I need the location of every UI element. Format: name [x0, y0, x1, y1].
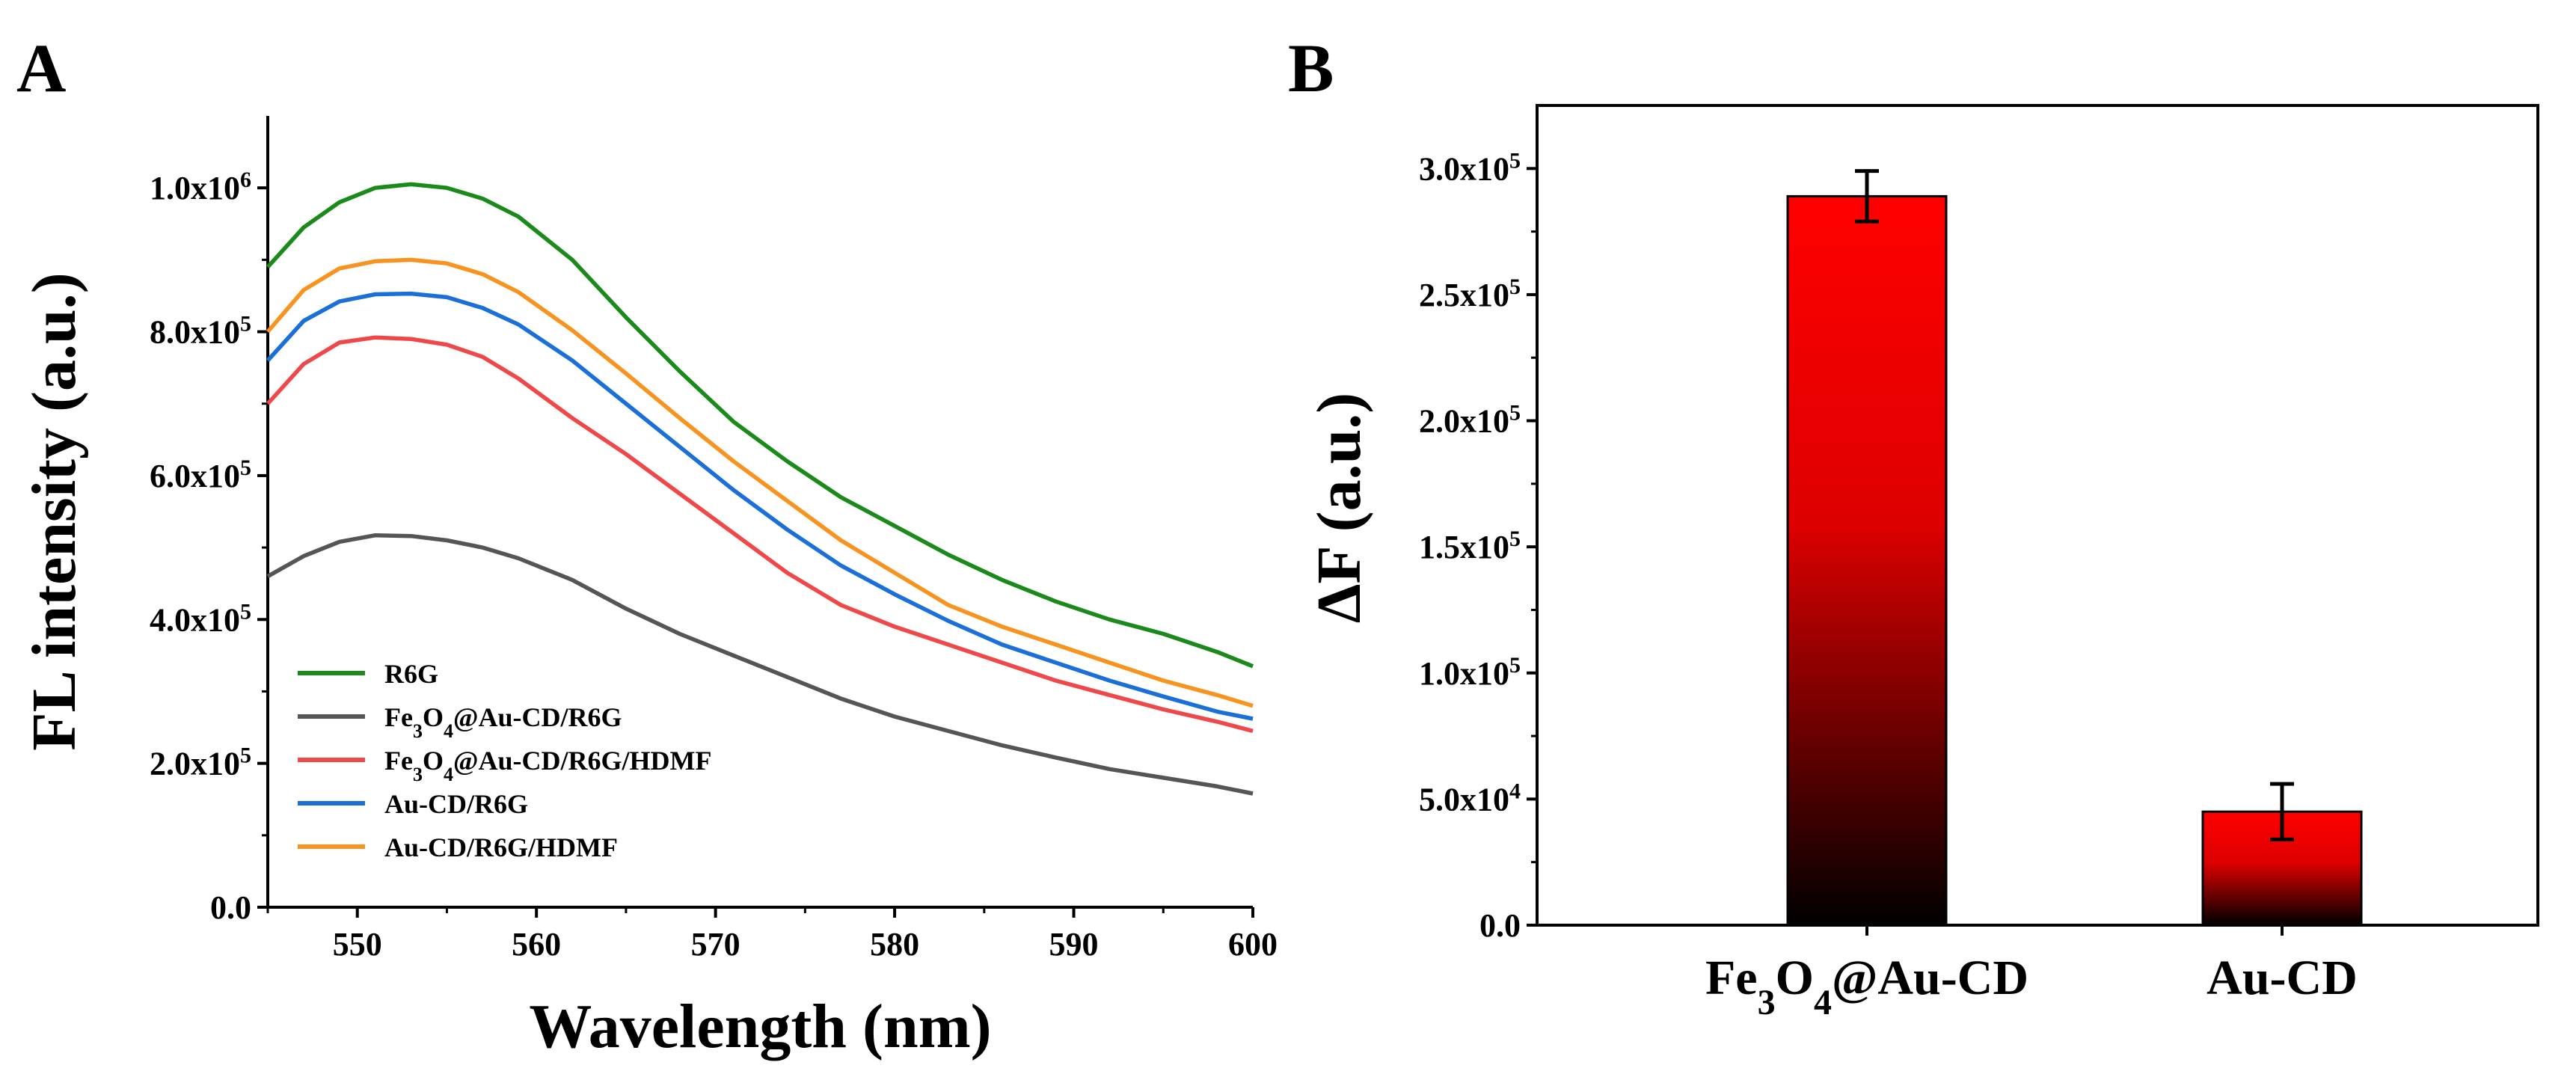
- text-part: Fe: [1705, 951, 1758, 1005]
- y-tick-exponent: 5: [240, 311, 251, 336]
- text-part: 3: [413, 764, 423, 785]
- x-tick-label: 560: [512, 926, 561, 963]
- y-tick-label: 2.0x105: [150, 743, 251, 782]
- y-tick-label: 0.0: [1479, 907, 1521, 944]
- y-tick-label: 2.0x105: [1419, 400, 1521, 440]
- legend-label-3: Au-CD/R6G: [384, 789, 528, 819]
- y-tick-label: 0.0: [210, 889, 251, 926]
- y-tick-exponent: 5: [1509, 400, 1521, 425]
- y-tick-label: 8.0x105: [150, 311, 251, 351]
- x-tick-label: 580: [870, 926, 919, 963]
- text-part: Fe: [384, 702, 413, 732]
- y-tick-label: 2.5x105: [1419, 274, 1521, 313]
- y-tick-label: 5.0x104: [1419, 779, 1521, 818]
- y-tick-exponent: 4: [1509, 779, 1521, 803]
- y-tick-mantissa: 0.0: [1479, 907, 1521, 944]
- text-part: R6G: [384, 659, 438, 689]
- x-tick-label: 550: [333, 926, 382, 963]
- y-axis-title: FL intensity (a.u.): [19, 272, 89, 750]
- category-label-1: Au-CD: [2207, 951, 2358, 1005]
- y-tick-exponent: 5: [240, 743, 251, 767]
- y-tick-label: 1.0x105: [1419, 652, 1521, 692]
- legend-label-2: Fe3O4@Au-CD/R6G/HDMF: [384, 746, 711, 785]
- text-part: Au-CD: [2207, 951, 2358, 1005]
- text-part: @Au-CD/R6G/HDMF: [453, 746, 711, 776]
- text-part: 4: [1814, 983, 1832, 1022]
- series-line-0: [266, 182, 1254, 669]
- y-tick-exponent: 5: [1509, 527, 1521, 551]
- category-label-0: Fe3O4@Au-CD: [1705, 951, 2028, 1022]
- text-part: 4: [444, 764, 453, 785]
- y-tick-exponent: 5: [1509, 148, 1521, 173]
- panel-label-a: A: [16, 30, 66, 106]
- text-part: O: [423, 746, 444, 776]
- y-tick-exponent: 5: [1509, 652, 1521, 677]
- text-part: O: [1776, 951, 1814, 1005]
- x-tick-label: 590: [1049, 926, 1099, 963]
- plot-frame: [1536, 104, 2539, 927]
- y-tick-label: 1.5x105: [1419, 527, 1521, 566]
- panel-b-bar-chart: 0.05.0x1041.0x1051.5x1052.0x1052.5x1053.…: [1304, 104, 2539, 1022]
- text-part: Au-CD/R6G/HDMF: [384, 832, 618, 862]
- text-part: @Au-CD: [1832, 951, 2028, 1005]
- legend-label-4: Au-CD/R6G/HDMF: [384, 832, 618, 862]
- legend: R6GFe3O4@Au-CD/R6GFe3O4@Au-CD/R6G/HDMFAu…: [298, 659, 711, 862]
- legend-label-0: R6G: [384, 659, 438, 689]
- text-part: O: [423, 702, 444, 732]
- y-tick-exponent: 5: [1509, 274, 1521, 298]
- series-line-2: [266, 335, 1254, 734]
- text-part: 4: [444, 720, 453, 742]
- y-tick-label: 1.0x106: [150, 168, 251, 207]
- bar-0: [1786, 194, 1948, 927]
- y-tick-mantissa: 6.0x10: [150, 458, 240, 494]
- x-tick-label: 600: [1228, 926, 1278, 963]
- legend-label-1: Fe3O4@Au-CD/R6G: [384, 702, 622, 742]
- text-part: 3: [1758, 983, 1776, 1022]
- series-line-1: [266, 533, 1254, 796]
- y-tick-mantissa: 1.0x10: [1419, 655, 1509, 692]
- text-part: Au-CD/R6G: [384, 789, 528, 819]
- y-tick-mantissa: 5.0x10: [1419, 781, 1509, 817]
- y-tick-label: 6.0x105: [150, 455, 251, 494]
- y-tick-mantissa: 1.0x10: [150, 170, 240, 206]
- y-tick-label: 3.0x105: [1419, 148, 1521, 188]
- y-tick-exponent: 5: [240, 599, 251, 624]
- y-tick-exponent: 6: [240, 168, 251, 192]
- x-axis-title: Wavelength (nm): [529, 992, 991, 1061]
- y-tick-mantissa: 3.0x10: [1419, 150, 1509, 187]
- x-tick-label: 570: [691, 926, 740, 963]
- text-part: Fe: [384, 746, 413, 776]
- y-tick-mantissa: 1.5x10: [1419, 529, 1509, 565]
- y-tick-label: 4.0x105: [150, 599, 251, 639]
- panel-a-line-chart: 0.02.0x1054.0x1056.0x1058.0x1051.0x10655…: [19, 116, 1278, 1061]
- y-tick-mantissa: 2.5x10: [1419, 277, 1509, 313]
- series-line-4: [266, 257, 1254, 708]
- text-part: @Au-CD/R6G: [453, 702, 622, 732]
- y-axis-title: ΔF (a.u.): [1304, 393, 1374, 624]
- y-tick-mantissa: 2.0x10: [1419, 403, 1509, 440]
- y-tick-exponent: 5: [240, 455, 251, 479]
- y-tick-mantissa: 0.0: [210, 889, 251, 926]
- y-tick-mantissa: 2.0x10: [150, 746, 240, 782]
- text-part: 3: [413, 720, 423, 742]
- y-tick-mantissa: 4.0x10: [150, 601, 240, 638]
- panel-label-b: B: [1288, 30, 1334, 106]
- y-tick-mantissa: 8.0x10: [150, 314, 240, 351]
- series-line-3: [266, 291, 1254, 721]
